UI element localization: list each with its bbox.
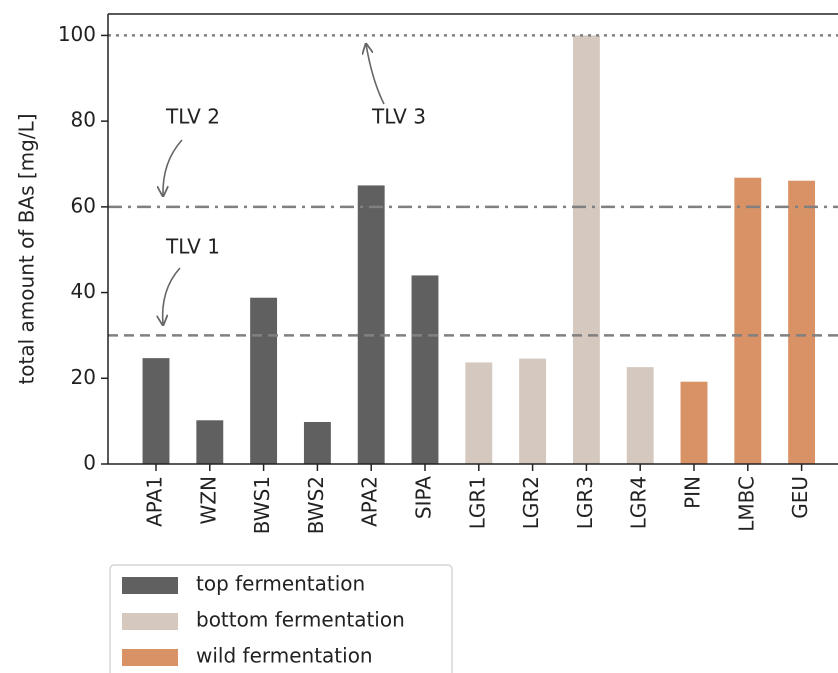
x-tick-label: WZN (196, 476, 220, 524)
bar (411, 275, 439, 464)
annotation-arrow (366, 44, 385, 105)
x-tick-label: LGR2 (519, 476, 543, 529)
x-tick-label: PIN (681, 476, 705, 509)
bar (788, 180, 816, 464)
bar (572, 35, 600, 465)
bar (465, 362, 493, 464)
bar (250, 297, 278, 464)
y-tick-label: 20 (71, 365, 96, 389)
x-tick-label: SIPA (412, 476, 436, 519)
x-tick-label: LGR4 (627, 476, 651, 529)
legend-label: top fermentation (196, 572, 365, 596)
y-tick-label: 80 (71, 108, 96, 132)
bar (196, 420, 224, 464)
x-tick-label: LGR3 (573, 476, 597, 529)
x-tick-label: LGR1 (465, 476, 489, 529)
bar (519, 358, 547, 464)
legend-swatch (122, 577, 178, 594)
y-axis-label: total amount of BAs [mg/L] (15, 113, 39, 384)
x-tick-label: BWS2 (304, 476, 328, 534)
bar (357, 185, 385, 464)
legend-box (109, 564, 453, 673)
bar (734, 177, 762, 464)
x-tick-label: LMBC (734, 476, 758, 532)
annotation: TLV 2 (165, 105, 220, 129)
x-tick-label: BWS1 (250, 476, 274, 534)
legend-swatch (122, 649, 178, 666)
legend-label: wild fermentation (196, 644, 373, 668)
annotation: TLV 1 (165, 235, 220, 259)
x-tick-label: APA2 (358, 476, 382, 527)
annotation-arrow (163, 267, 181, 325)
legend-label: bottom fermentation (196, 608, 405, 632)
x-tick-label: GEU (788, 476, 812, 519)
y-tick-label: 0 (83, 451, 96, 475)
bar (142, 358, 170, 464)
annotation-arrow (163, 139, 183, 196)
annotation: TLV 3 (371, 105, 426, 129)
y-tick-label: 60 (71, 193, 96, 217)
legend-swatch (122, 613, 178, 630)
y-tick-label: 100 (58, 22, 96, 46)
bar (680, 381, 708, 464)
y-tick-label: 40 (71, 279, 96, 303)
x-tick-label: APA1 (143, 476, 167, 527)
bar (626, 367, 654, 464)
bar (303, 422, 331, 464)
